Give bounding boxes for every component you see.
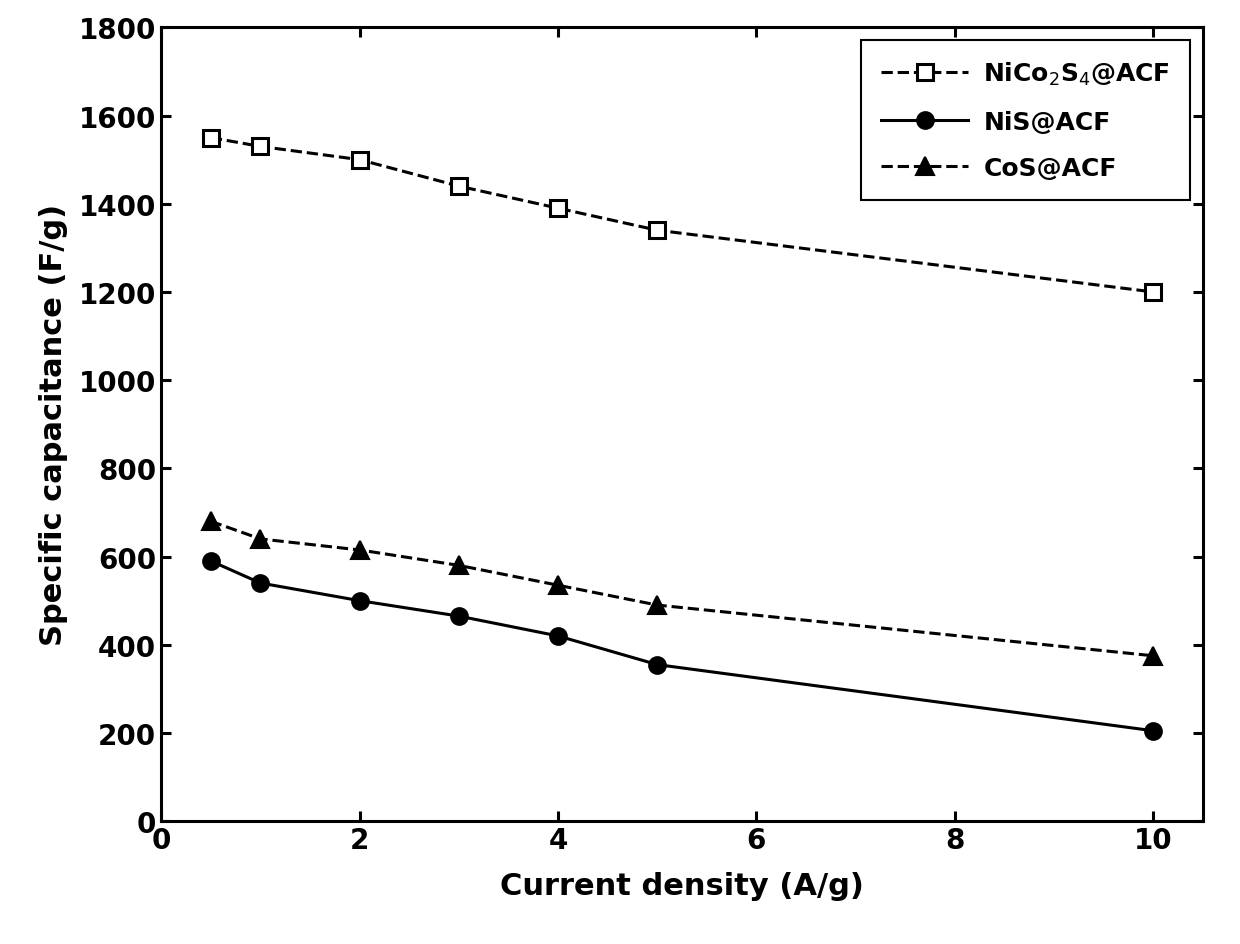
CoS@ACF [253, 533, 268, 545]
NiS@ACF [253, 578, 268, 589]
NiCo$_2$S$_4$@ACF [551, 203, 565, 214]
NiS@ACF [551, 631, 565, 642]
Y-axis label: Specific capacitance (F/g): Specific capacitance (F/g) [38, 204, 68, 646]
CoS@ACF [203, 516, 218, 528]
CoS@ACF [551, 580, 565, 591]
NiCo$_2$S$_4$@ACF [253, 142, 268, 153]
Line: NiCo$_2$S$_4$@ACF: NiCo$_2$S$_4$@ACF [203, 131, 1161, 300]
NiCo$_2$S$_4$@ACF [1146, 287, 1161, 298]
NiS@ACF [1146, 725, 1161, 736]
NiCo$_2$S$_4$@ACF [650, 226, 665, 237]
NiS@ACF [203, 556, 218, 567]
CoS@ACF [1146, 650, 1161, 662]
Line: NiS@ACF: NiS@ACF [202, 553, 1162, 739]
Legend: NiCo$_2$S$_4$@ACF, NiS@ACF, CoS@ACF: NiCo$_2$S$_4$@ACF, NiS@ACF, CoS@ACF [861, 41, 1190, 201]
NiS@ACF [650, 659, 665, 670]
NiS@ACF [451, 611, 466, 622]
CoS@ACF [352, 545, 367, 556]
NiCo$_2$S$_4$@ACF [451, 181, 466, 193]
NiS@ACF [352, 596, 367, 607]
CoS@ACF [451, 560, 466, 571]
NiCo$_2$S$_4$@ACF [352, 155, 367, 166]
X-axis label: Current density (A/g): Current density (A/g) [500, 870, 864, 900]
CoS@ACF [650, 599, 665, 611]
Line: CoS@ACF: CoS@ACF [202, 513, 1162, 666]
NiCo$_2$S$_4$@ACF [203, 133, 218, 144]
